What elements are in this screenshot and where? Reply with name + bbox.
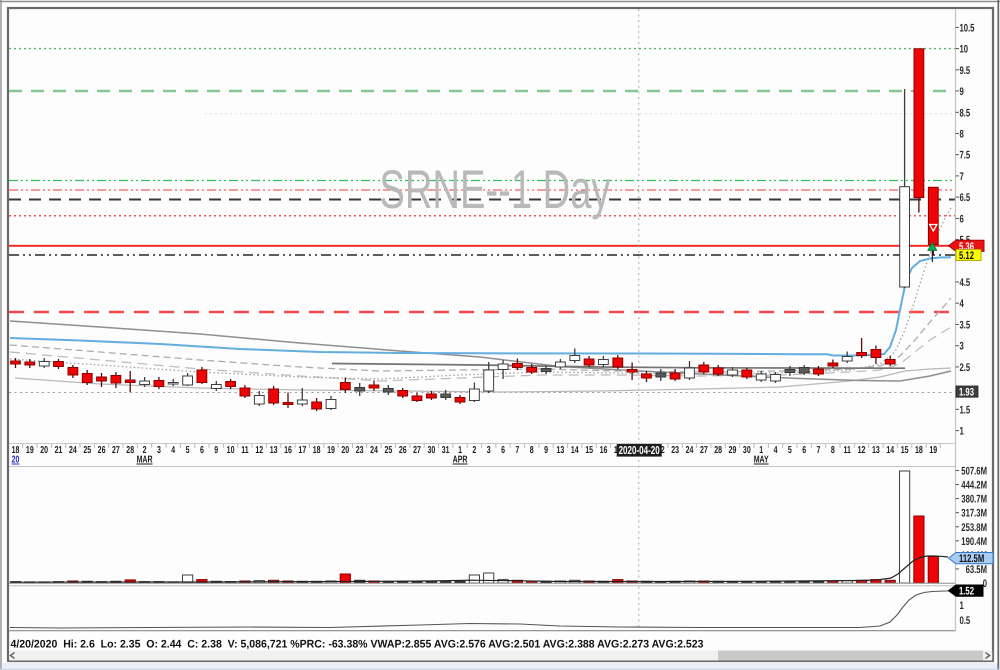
svg-text:1.52: 1.52 (959, 586, 974, 598)
svg-text:12: 12 (858, 445, 866, 456)
svg-text:11: 11 (241, 445, 249, 456)
svg-text:112.5M: 112.5M (959, 553, 984, 565)
svg-text:24: 24 (686, 445, 694, 456)
svg-text:253.8M: 253.8M (961, 522, 987, 534)
svg-text:APR: APR (453, 455, 468, 466)
svg-text:10.5: 10.5 (959, 22, 974, 34)
svg-text:16: 16 (600, 445, 608, 456)
svg-text:0: 0 (983, 578, 987, 590)
svg-text:8: 8 (831, 445, 835, 456)
svg-text:2: 2 (472, 445, 476, 456)
svg-text:11: 11 (844, 445, 852, 456)
svg-text:21: 21 (55, 445, 63, 456)
svg-text:8: 8 (530, 445, 534, 456)
svg-text:19: 19 (26, 445, 34, 456)
svg-text:3: 3 (487, 445, 491, 456)
svg-text:7: 7 (959, 171, 963, 183)
svg-text:507.6M: 507.6M (961, 466, 987, 478)
svg-text:MAR: MAR (137, 455, 153, 466)
svg-text:19: 19 (327, 445, 335, 456)
svg-text:2: 2 (143, 445, 147, 456)
svg-text:7: 7 (817, 445, 821, 456)
svg-text:5: 5 (788, 445, 792, 456)
svg-text:28: 28 (126, 445, 134, 456)
svg-text:13: 13 (872, 445, 880, 456)
svg-text:28: 28 (714, 445, 722, 456)
svg-text:14: 14 (886, 445, 894, 456)
svg-text:444.2M: 444.2M (961, 480, 987, 492)
svg-text:1: 1 (759, 445, 763, 456)
svg-text:9: 9 (959, 86, 963, 98)
svg-text:7: 7 (515, 445, 519, 456)
svg-text:MAY: MAY (754, 455, 769, 466)
svg-text:26: 26 (98, 445, 106, 456)
svg-text:13: 13 (557, 445, 565, 456)
svg-text:5.12: 5.12 (959, 250, 974, 262)
svg-text:15: 15 (585, 445, 593, 456)
svg-text:6: 6 (501, 445, 505, 456)
svg-text:4: 4 (774, 445, 778, 456)
svg-text:1: 1 (458, 445, 462, 456)
svg-text:20: 20 (341, 445, 349, 456)
svg-text:4/20/2020 Hi: 2.6 Lo: 2.35: 4/20/2020 Hi: 2.6 Lo: 2.35 O: 2.44 C: 2.… (11, 639, 704, 651)
svg-text:5: 5 (186, 445, 190, 456)
svg-text:1.5: 1.5 (959, 404, 970, 416)
svg-text:8.5: 8.5 (959, 107, 970, 119)
svg-text:3: 3 (157, 445, 161, 456)
svg-text:24: 24 (69, 445, 77, 456)
svg-text:27: 27 (112, 445, 120, 456)
svg-text:9.5: 9.5 (959, 65, 970, 77)
svg-text:9: 9 (544, 445, 548, 456)
svg-text:10: 10 (959, 44, 968, 56)
svg-text:6: 6 (959, 213, 963, 225)
svg-text:6.5: 6.5 (959, 192, 970, 204)
svg-text:18: 18 (313, 445, 321, 456)
svg-text:30: 30 (743, 445, 751, 456)
svg-text:20: 20 (40, 445, 48, 456)
svg-text:25: 25 (83, 445, 91, 456)
svg-text:4.5: 4.5 (959, 277, 970, 289)
svg-text:30: 30 (427, 445, 435, 456)
svg-text:3: 3 (959, 341, 963, 353)
svg-text:29: 29 (729, 445, 737, 456)
svg-text:12: 12 (255, 445, 263, 456)
svg-text:0.5: 0.5 (959, 615, 970, 627)
svg-text:18: 18 (915, 445, 923, 456)
svg-text:27: 27 (413, 445, 421, 456)
svg-text:27: 27 (700, 445, 708, 456)
svg-text:2.5: 2.5 (959, 362, 970, 374)
svg-text:10: 10 (227, 445, 235, 456)
svg-text:4: 4 (959, 298, 964, 310)
svg-text:7.5: 7.5 (959, 150, 970, 162)
svg-text:1: 1 (959, 600, 963, 612)
svg-text:190.4M: 190.4M (961, 536, 987, 548)
svg-text:19: 19 (929, 445, 937, 456)
svg-text:26: 26 (399, 445, 407, 456)
svg-text:18: 18 (12, 445, 20, 456)
svg-text:6: 6 (802, 445, 806, 456)
svg-text:25: 25 (384, 445, 392, 456)
svg-text:3.5: 3.5 (959, 320, 970, 332)
svg-text:23: 23 (671, 445, 679, 456)
svg-text:380.7M: 380.7M (961, 494, 987, 506)
svg-text:24: 24 (370, 445, 378, 456)
svg-text:2020-04-20: 2020-04-20 (619, 445, 660, 457)
svg-text:14: 14 (571, 445, 579, 456)
svg-text:17: 17 (298, 445, 306, 456)
svg-text:8: 8 (959, 129, 963, 141)
svg-text:4: 4 (171, 445, 175, 456)
svg-text:63.5M: 63.5M (966, 564, 987, 576)
svg-text:20: 20 (12, 455, 20, 466)
svg-text:1: 1 (959, 426, 963, 438)
svg-text:23: 23 (356, 445, 364, 456)
svg-text:15: 15 (901, 445, 909, 456)
svg-text:9: 9 (214, 445, 218, 456)
svg-text:16: 16 (284, 445, 292, 456)
svg-text:317.3M: 317.3M (961, 508, 987, 520)
svg-text:13: 13 (270, 445, 278, 456)
svg-text:SRNE--1 Day: SRNE--1 Day (379, 159, 611, 220)
svg-text:31: 31 (442, 445, 450, 456)
svg-text:1.93: 1.93 (959, 387, 974, 399)
svg-text:6: 6 (200, 445, 204, 456)
